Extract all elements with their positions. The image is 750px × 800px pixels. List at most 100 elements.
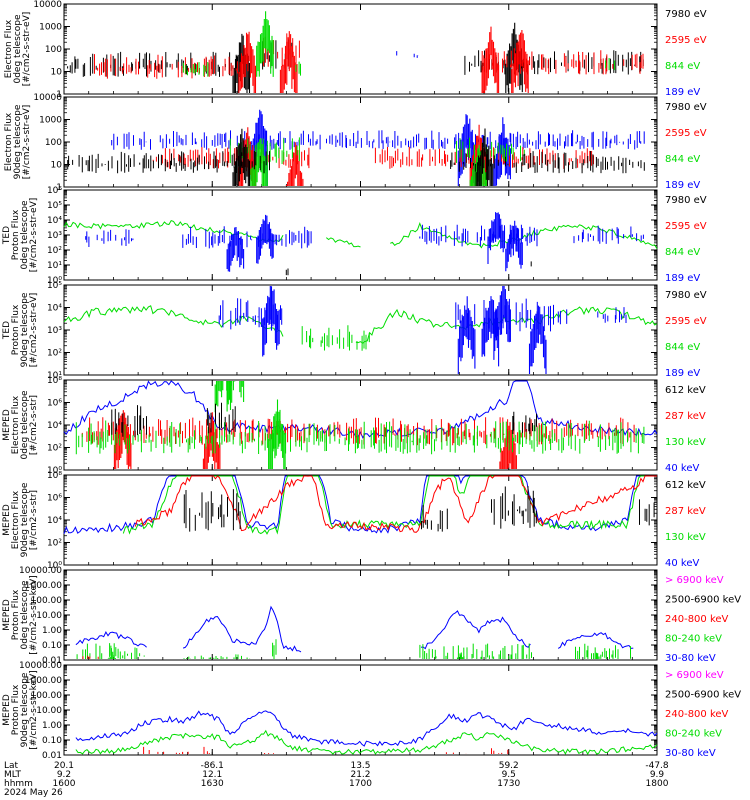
series-marks xyxy=(419,643,532,659)
series-marks xyxy=(75,420,645,455)
y-axis-label: TED xyxy=(2,321,12,340)
series-marks xyxy=(491,748,509,754)
legend-item: 287 keV xyxy=(665,411,706,422)
series-black xyxy=(183,486,655,532)
series-black xyxy=(111,402,537,438)
legend-item: 40 keV xyxy=(665,463,699,474)
footer-row-label: MLT xyxy=(4,770,22,780)
series-marks xyxy=(183,654,251,659)
legend-item: 844 eV xyxy=(665,61,700,72)
series-line xyxy=(75,710,658,747)
legend-item: 7980 eV xyxy=(665,195,707,206)
legend-item: 80-240 keV xyxy=(665,729,722,740)
legend-item: 844 eV xyxy=(665,342,700,353)
series-red xyxy=(134,475,657,533)
y-tick-label: 10⁶ xyxy=(47,399,62,409)
series-red xyxy=(143,746,509,754)
series-line xyxy=(63,305,658,344)
footer-value: 1730 xyxy=(497,779,520,789)
series-peak xyxy=(232,128,251,186)
series-marks xyxy=(76,643,145,659)
series-green xyxy=(63,219,658,250)
series-group xyxy=(63,380,658,469)
plot-frame xyxy=(63,3,658,95)
series-line xyxy=(63,475,657,534)
y-tick-label: 10000 xyxy=(33,93,62,103)
series-peak xyxy=(457,296,476,374)
panel-6: 10⁸ 10⁶ 10⁴ 10² 10⁰ MEPED Electron Flux 90deg t… xyxy=(2,471,706,571)
series-peak xyxy=(511,30,529,93)
series-peak xyxy=(595,652,600,659)
y-axis-label: [#/cm2-s-str-eV] xyxy=(29,198,39,273)
y-axis-label: TED xyxy=(2,226,12,245)
plot-frame xyxy=(63,284,658,376)
y-tick-label: 1000.00 xyxy=(25,676,62,686)
panel-3: 10⁶ 10⁵ 10⁴ 10³ 10² 10¹ 10⁰ TED Proton Flux 0deg … xyxy=(2,186,707,286)
series-peak xyxy=(487,212,506,264)
series-peak xyxy=(456,652,465,659)
y-axis-label: MEPED xyxy=(2,409,12,441)
series-marks xyxy=(597,307,627,323)
series-blue xyxy=(63,475,657,534)
series-marks xyxy=(450,151,645,174)
y-tick-label: 10.00 xyxy=(36,611,62,621)
y-tick-label: 10000 xyxy=(33,0,62,10)
series-marks xyxy=(85,229,134,247)
legend-item: 7980 eV xyxy=(665,290,707,301)
y-tick-label: 10⁴ xyxy=(47,421,62,431)
y-axis-label: [#/cm2-s-str-eV] xyxy=(29,293,39,368)
y-tick-label: 10² xyxy=(47,349,62,359)
y-axis-label: [#/cm2-s-str-keV] xyxy=(29,575,39,654)
legend-item: 7980 eV xyxy=(665,102,707,113)
footer-value: 59.2 xyxy=(499,761,519,771)
y-axis-label: Proton Flux xyxy=(11,684,21,735)
series-blue xyxy=(75,605,634,653)
series-marks xyxy=(111,405,147,438)
panel-8: 10000.00 1000.00 100.00 10.00 1.00 0.10 0.01 ME… xyxy=(2,661,741,761)
series-line xyxy=(63,380,658,439)
legend-item: 612 keV xyxy=(665,385,706,396)
series-marks xyxy=(285,268,289,276)
series-marks xyxy=(264,753,274,754)
series-peak xyxy=(107,648,116,659)
footer-value: 13.5 xyxy=(350,761,370,771)
y-axis-label: 0deg telescope xyxy=(20,390,30,460)
series-red xyxy=(81,410,643,469)
footer-row-label: Lat xyxy=(4,761,19,771)
series-line xyxy=(134,475,657,533)
legend-item: 130 keV xyxy=(665,437,706,448)
footer-value: 21.2 xyxy=(350,770,370,780)
series-marks xyxy=(94,54,241,79)
series-blue xyxy=(396,51,419,58)
legend-item: 844 eV xyxy=(665,247,700,258)
y-tick-label: 1000 xyxy=(39,116,62,126)
legend: 612 keV 287 keV 130 keV 40 keV xyxy=(665,480,706,569)
panel-1: 10000 1000 100 10 1 Electron Flux 0deg telesco… xyxy=(4,0,707,100)
y-tick-label: 10¹ xyxy=(47,371,62,381)
plot-frame xyxy=(63,379,658,471)
legend: 7980 eV 2595 eV 844 eV 189 eV xyxy=(665,290,707,379)
legend: 7980 eV 2595 eV 844 eV 189 eV xyxy=(665,9,707,98)
y-axis-label: MEPED xyxy=(2,694,12,726)
y-axis-label: MEPED xyxy=(2,504,12,536)
series-marks xyxy=(421,505,448,532)
y-axis-label: 90deg telescope xyxy=(20,672,30,747)
footer-value: 1700 xyxy=(349,779,372,789)
footer-value: -86.1 xyxy=(201,761,224,771)
date-label: 2024 May 26 xyxy=(4,788,63,798)
series-line xyxy=(75,605,634,653)
series-marks xyxy=(301,325,370,351)
legend-item: 40 keV xyxy=(665,558,699,569)
legend-item: 189 eV xyxy=(665,87,700,98)
legend: 612 keV 287 keV 130 keV 40 keV xyxy=(665,385,706,474)
series-peak xyxy=(256,11,274,77)
series-green xyxy=(301,325,370,351)
y-tick-label: 10⁰ xyxy=(47,276,62,286)
footer-value: 1630 xyxy=(201,779,224,789)
y-axis-label: 0deg telescope xyxy=(20,580,30,650)
y-tick-label: 10 xyxy=(51,68,63,78)
series-marks xyxy=(605,58,616,71)
y-tick-label: 10⁵ xyxy=(47,281,62,291)
footer-value: -47.8 xyxy=(645,761,669,771)
series-marks xyxy=(182,62,209,77)
